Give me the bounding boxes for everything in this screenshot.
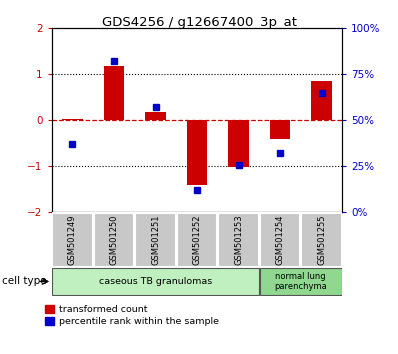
Text: GSM501250: GSM501250 (109, 215, 119, 265)
Bar (52, 213, 93, 267)
Bar (62, 119, 83, 120)
Text: GDS4256 / g12667400_3p_at: GDS4256 / g12667400_3p_at (101, 16, 297, 29)
Text: GSM501251: GSM501251 (151, 215, 160, 265)
Text: GSM501249: GSM501249 (68, 215, 77, 265)
Bar (270, 120, 291, 139)
Bar (228, 120, 249, 167)
Legend: transformed count, percentile rank within the sample: transformed count, percentile rank withi… (45, 304, 220, 327)
Text: GSM501255: GSM501255 (317, 215, 326, 265)
Text: cell type: cell type (2, 276, 47, 286)
Bar (145, 112, 166, 120)
Text: GSM501253: GSM501253 (234, 215, 243, 265)
Bar (259, 268, 342, 295)
Bar (52, 268, 259, 295)
Bar (187, 120, 207, 185)
Bar (177, 213, 217, 267)
Text: normal lung
parenchyma: normal lung parenchyma (274, 272, 327, 291)
Bar (301, 213, 342, 267)
Bar (94, 213, 135, 267)
Bar (259, 213, 300, 267)
Bar (218, 213, 259, 267)
Text: GSM501252: GSM501252 (193, 215, 201, 265)
Text: caseous TB granulomas: caseous TB granulomas (99, 277, 212, 286)
Bar (311, 81, 332, 120)
Text: GSM501254: GSM501254 (275, 215, 285, 265)
Bar (103, 66, 124, 120)
Bar (135, 213, 176, 267)
